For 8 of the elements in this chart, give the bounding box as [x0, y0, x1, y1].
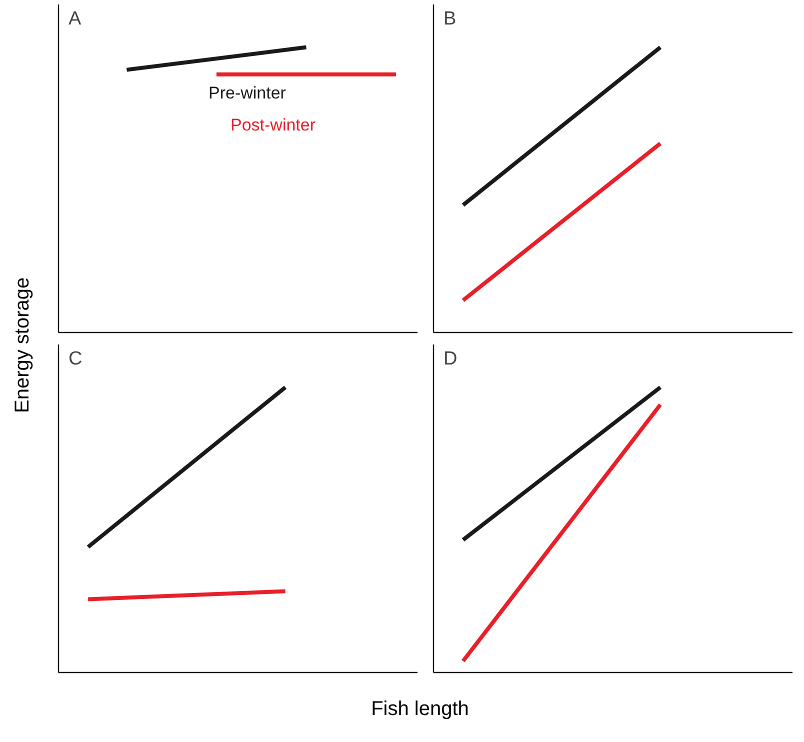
- series-label: Pre-winter: [208, 84, 286, 102]
- text: Post-winter: [230, 116, 316, 134]
- chart-title: A: [68, 8, 82, 30]
- y-axis-title: Energy storage: [10, 277, 35, 413]
- chart-title: B: [444, 8, 456, 30]
- chart-title: C: [68, 348, 82, 370]
- chart-title: D: [444, 348, 458, 370]
- x-axis-title: Fish length: [371, 697, 469, 722]
